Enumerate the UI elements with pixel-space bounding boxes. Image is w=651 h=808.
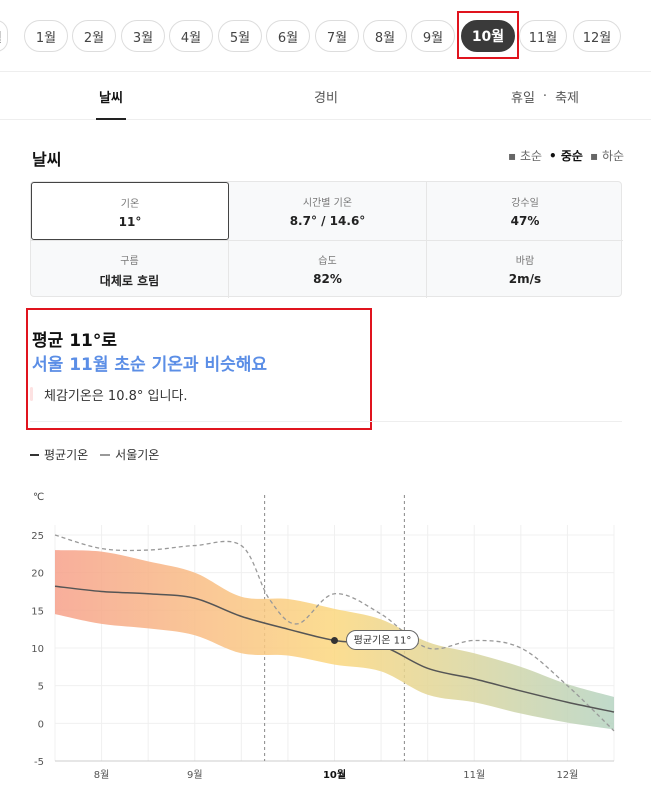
tab-festival-label: 축제 xyxy=(555,90,579,106)
stat-humidity[interactable]: 습도 82% xyxy=(229,240,426,298)
legend-avg-label: 평균기온 xyxy=(44,448,89,462)
x-tick-label: 8월 xyxy=(94,769,110,781)
stat-label: 바람 xyxy=(515,256,535,267)
summary-feels-like: 체감기온은 10.8° 입니다. xyxy=(44,389,188,404)
month-pill-1[interactable]: 1월 xyxy=(24,20,68,52)
stat-value: 11° xyxy=(118,215,142,229)
y-tick-label: 5 xyxy=(38,682,44,693)
stat-label: 구름 xyxy=(120,256,139,267)
chart-legend: 평균기온 서울기온 xyxy=(30,446,159,463)
stat-rain-days[interactable]: 강수일 47% xyxy=(427,182,623,240)
section-divider xyxy=(30,421,622,422)
avg-temp-point xyxy=(331,636,338,644)
period-early[interactable]: ▪ 초순 xyxy=(508,149,543,163)
stat-label: 습도 xyxy=(318,256,337,267)
stat-label: 시간별 기온 xyxy=(302,198,353,209)
y-tick-label: 20 xyxy=(31,569,44,580)
stat-temperature[interactable]: 기온 11° xyxy=(31,182,229,240)
y-tick-label: 15 xyxy=(31,606,44,617)
month-selector: 월 1월 2월 3월 4월 5월 6월 7월 8월 9월 10월 11월 12월 xyxy=(0,0,651,72)
stat-hourly-temp[interactable]: 시간별 기온 8.7° / 14.6° xyxy=(229,182,426,240)
period-early-label: 초순 xyxy=(519,149,543,163)
y-tick-label: -5 xyxy=(34,757,44,768)
tab-cost[interactable]: 경비 xyxy=(314,90,338,106)
period-mid[interactable]: • 중순 xyxy=(549,149,583,163)
month-pill-12[interactable]: 12월 xyxy=(573,20,621,52)
y-tick-label: 10 xyxy=(31,644,44,655)
tab-holiday-label: 휴일 xyxy=(511,90,535,106)
month-pill-2[interactable]: 2월 xyxy=(72,20,116,52)
stat-value: 8.7° / 14.6° xyxy=(289,214,366,228)
tab-active-indicator xyxy=(96,118,126,120)
legend-solid-line-icon xyxy=(30,453,39,456)
month-pill-9[interactable]: 9월 xyxy=(411,20,455,52)
tooltip-bubble xyxy=(346,629,419,650)
x-tick-label: 11월 xyxy=(463,769,485,781)
stat-cloud[interactable]: 구름 대체로 흐림 xyxy=(31,240,228,298)
selected-month-highlight xyxy=(457,11,519,59)
y-axis-unit: ℃ xyxy=(33,492,44,503)
month-pill-6[interactable]: 6월 xyxy=(266,20,310,52)
month-pill-8[interactable]: 8월 xyxy=(363,20,407,52)
period-late[interactable]: ▪ 하순 xyxy=(590,149,625,163)
period-mid-label: 중순 xyxy=(560,149,583,163)
month-pill-5[interactable]: 5월 xyxy=(218,20,262,52)
summary-highlight xyxy=(26,308,372,430)
summary-average: 평균 11°로 xyxy=(32,331,117,351)
weather-section-title: 날씨 xyxy=(32,150,62,169)
month-pill-3[interactable]: 3월 xyxy=(121,20,165,52)
stat-value: 2m/s xyxy=(508,272,542,286)
period-late-label: 하순 xyxy=(601,149,625,163)
summary-comparison: 서울 11월 초순 기온과 비슷해요 xyxy=(32,355,268,375)
stat-label: 기온 xyxy=(120,199,140,210)
tooltip-label: 평균기온 11° xyxy=(354,634,412,646)
stat-value: 82% xyxy=(313,272,342,286)
x-tick-label: 10월 xyxy=(323,769,346,781)
y-tick-label: 25 xyxy=(31,531,44,542)
stat-label: 강수일 xyxy=(511,198,539,209)
weather-stats-grid: 기온 11° 시간별 기온 8.7° / 14.6° 강수일 47% 구름 대체… xyxy=(30,181,623,298)
grid-divider xyxy=(31,240,623,241)
y-tick-label: 0 xyxy=(38,719,44,730)
tab-weather[interactable]: 날씨 xyxy=(99,90,123,106)
legend-seoul-label: 서울기온 xyxy=(115,448,160,462)
tab-holiday-festival[interactable]: 휴일 · 축제 xyxy=(490,72,600,120)
month-pill-7[interactable]: 7월 xyxy=(315,20,359,52)
month-pill-prev[interactable]: 월 xyxy=(0,20,8,52)
x-tick-label: 12월 xyxy=(556,769,578,781)
temperature-chart: ℃ 25 20 15 10 5 0 -5 평균기온 11° 8월 9월 10월 11월 12월 xyxy=(31,492,615,781)
category-tabs: 날씨 경비 휴일 · 축제 xyxy=(0,72,651,120)
feels-indicator xyxy=(30,387,33,401)
stat-value: 대체로 흐림 xyxy=(99,274,160,288)
tab-dot: · xyxy=(542,88,548,104)
stat-value: 47% xyxy=(510,214,540,228)
seoul-temp-line xyxy=(54,534,615,732)
x-tick-label: 9월 xyxy=(187,769,203,781)
stat-wind[interactable]: 바람 2m/s xyxy=(427,240,623,298)
legend-dashed-line-icon xyxy=(100,453,111,456)
month-pill-11[interactable]: 11월 xyxy=(519,20,567,52)
month-pill-4[interactable]: 4월 xyxy=(169,20,213,52)
month-pill-10-selected[interactable]: 10월 xyxy=(461,20,515,52)
